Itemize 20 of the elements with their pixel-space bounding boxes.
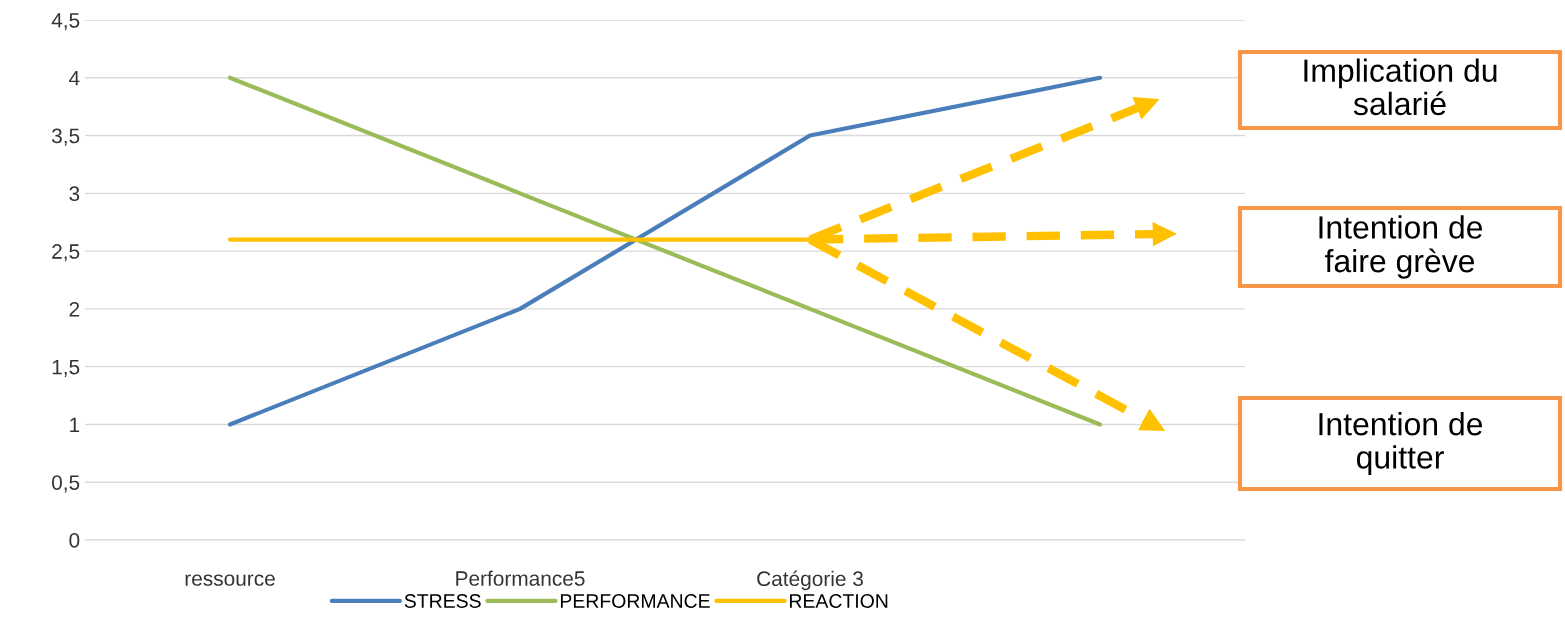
y-tick-label: 0,5 bbox=[51, 475, 80, 493]
legend-label: REACTION bbox=[789, 594, 888, 608]
y-tick-label: 2 bbox=[69, 301, 80, 317]
line-series bbox=[227, 75, 1103, 427]
y-tick-label: 0 bbox=[69, 533, 80, 548]
x-tick-label: Performance5 bbox=[456, 570, 585, 586]
y-tick-label: 1,5 bbox=[52, 359, 80, 377]
text: Intention de quitter bbox=[1319, 411, 1483, 476]
y-tick-label: 4 bbox=[69, 70, 80, 86]
y-tick-label: 1 bbox=[70, 417, 80, 432]
text: Implication du salarié bbox=[1304, 58, 1497, 116]
text: Intention de faire grève bbox=[1319, 215, 1483, 279]
x-tick-label: Catégorie 3 bbox=[757, 570, 863, 591]
x-tick-label: ressource bbox=[185, 574, 275, 586]
legend-label: PERFORMANCE bbox=[560, 594, 710, 608]
y-tick-label: 2,5 bbox=[52, 244, 80, 262]
legend-label: STRESS bbox=[404, 594, 481, 608]
y-tick-label: 3 bbox=[69, 186, 80, 202]
y-tick-label: 3,5 bbox=[51, 128, 80, 146]
y-tick-label: 4,5 bbox=[51, 13, 80, 31]
